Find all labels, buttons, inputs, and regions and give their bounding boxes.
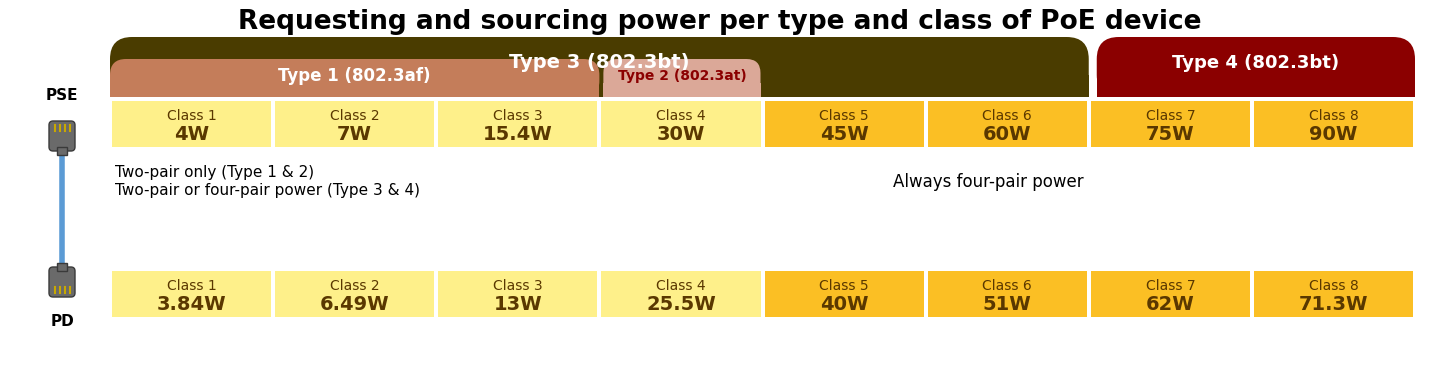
Bar	[602, 271, 760, 317]
Text: 51W: 51W	[984, 294, 1031, 313]
Bar	[1254, 101, 1413, 147]
Text: 75W: 75W	[1146, 124, 1195, 143]
FancyBboxPatch shape	[109, 37, 1089, 97]
Text: Requesting and sourcing power per type and class of PoE device: Requesting and sourcing power per type a…	[238, 9, 1202, 35]
Text: Class 4: Class 4	[657, 109, 706, 123]
Text: Class 3: Class 3	[492, 279, 543, 293]
Text: Class 2: Class 2	[330, 109, 380, 123]
Text: 15.4W: 15.4W	[482, 124, 553, 143]
Text: Class 1: Class 1	[167, 279, 216, 293]
Text: 7W: 7W	[337, 124, 372, 143]
Text: Type 1 (802.3af): Type 1 (802.3af)	[278, 67, 431, 85]
Bar	[112, 271, 271, 317]
FancyBboxPatch shape	[49, 267, 75, 297]
Bar	[1090, 271, 1250, 317]
Bar	[603, 83, 760, 97]
Bar	[438, 271, 598, 317]
Text: Type 4 (802.3bt): Type 4 (802.3bt)	[1172, 54, 1339, 72]
Bar	[112, 101, 271, 147]
Text: 40W: 40W	[819, 294, 868, 313]
Bar	[602, 101, 760, 147]
Text: Class 7: Class 7	[1145, 109, 1195, 123]
Text: 62W: 62W	[1146, 294, 1195, 313]
Bar	[438, 101, 598, 147]
Text: 13W: 13W	[494, 294, 541, 313]
Text: Class 4: Class 4	[657, 279, 706, 293]
Text: 25.5W: 25.5W	[647, 294, 716, 313]
Bar	[1090, 101, 1250, 147]
Bar	[927, 101, 1087, 147]
Text: Class 6: Class 6	[982, 279, 1032, 293]
FancyBboxPatch shape	[603, 59, 760, 97]
FancyBboxPatch shape	[109, 59, 599, 97]
Bar	[1097, 75, 1416, 97]
Text: 71.3W: 71.3W	[1299, 294, 1368, 313]
Bar	[1254, 271, 1413, 317]
Text: 6.49W: 6.49W	[320, 294, 389, 313]
Bar	[109, 75, 1089, 97]
Text: Two-pair only (Type 1 & 2): Two-pair only (Type 1 & 2)	[115, 164, 314, 179]
Text: 3.84W: 3.84W	[157, 294, 226, 313]
Text: 4W: 4W	[174, 124, 209, 143]
FancyBboxPatch shape	[1097, 37, 1416, 97]
Text: Class 5: Class 5	[819, 279, 868, 293]
Text: Class 8: Class 8	[1309, 109, 1358, 123]
Text: Always four-pair power: Always four-pair power	[893, 173, 1084, 191]
Text: 45W: 45W	[819, 124, 868, 143]
Bar	[275, 271, 435, 317]
Bar	[927, 271, 1087, 317]
Bar	[275, 101, 435, 147]
Text: PD: PD	[50, 315, 73, 330]
Text: Class 6: Class 6	[982, 109, 1032, 123]
Text: Class 2: Class 2	[330, 279, 380, 293]
Text: 60W: 60W	[984, 124, 1031, 143]
Text: 90W: 90W	[1309, 124, 1358, 143]
Text: Class 1: Class 1	[167, 109, 216, 123]
Text: Class 7: Class 7	[1145, 279, 1195, 293]
Text: Two-pair or four-pair power (Type 3 & 4): Two-pair or four-pair power (Type 3 & 4)	[115, 182, 420, 197]
Bar	[109, 81, 599, 97]
Text: PSE: PSE	[46, 88, 78, 103]
Text: Class 8: Class 8	[1309, 279, 1358, 293]
Text: 30W: 30W	[657, 124, 706, 143]
Bar	[58, 147, 68, 155]
Text: Type 2 (802.3at): Type 2 (802.3at)	[618, 69, 746, 83]
Text: Class 5: Class 5	[819, 109, 868, 123]
FancyBboxPatch shape	[49, 121, 75, 151]
Bar	[765, 271, 923, 317]
Bar	[58, 263, 68, 271]
Text: Type 3 (802.3bt): Type 3 (802.3bt)	[510, 54, 690, 73]
Text: Class 3: Class 3	[492, 109, 543, 123]
Bar	[765, 101, 923, 147]
